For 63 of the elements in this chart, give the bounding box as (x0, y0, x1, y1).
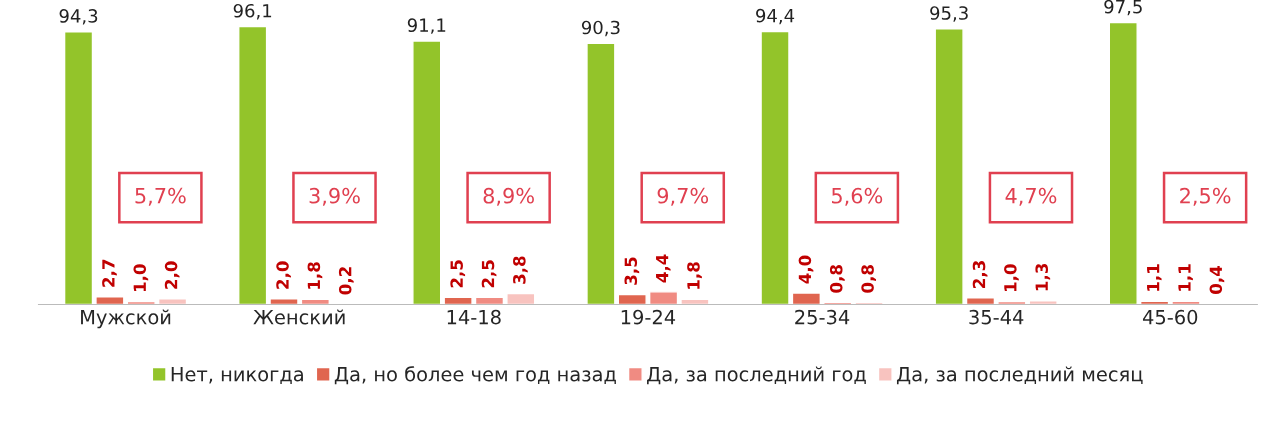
annotation: 2,5% (1180, 187, 1231, 206)
data-label: 0,8 (829, 265, 845, 293)
bar (269, 298, 299, 305)
x-tick-label: 19-24 (621, 309, 676, 325)
data-label: 1,0 (1004, 264, 1019, 292)
x-tick-label: 25-34 (795, 309, 850, 325)
data-label: 96,1 (233, 3, 272, 20)
data-label: 91,1 (407, 18, 446, 34)
bar (648, 291, 679, 305)
bar (443, 296, 473, 305)
annotation: 5,6% (832, 187, 883, 206)
legend-label: Да, за последний месяц (896, 366, 1143, 385)
data-label: 2,5 (450, 260, 466, 288)
data-label: 4,0 (798, 255, 814, 284)
bar (965, 297, 996, 305)
data-label: 1,1 (1147, 264, 1162, 291)
data-label: 2,5 (481, 260, 497, 288)
data-label: 2,3 (972, 261, 988, 288)
data-label: 1,0 (133, 264, 149, 292)
bar (412, 40, 442, 305)
data-label: 4,4 (656, 254, 671, 283)
data-label: 2,0 (164, 261, 180, 289)
data-label: 1,3 (1035, 263, 1051, 291)
data-label: 1,8 (307, 262, 323, 289)
data-label: 3,5 (624, 257, 640, 285)
bar (506, 292, 536, 305)
bar (586, 42, 616, 305)
annotation: 5,7% (135, 187, 186, 206)
data-label: 3,8 (513, 256, 528, 284)
annotation: 9,7% (657, 187, 709, 206)
bar (95, 296, 125, 305)
x-tick-label: Женский (253, 309, 345, 325)
data-label: 94,3 (59, 9, 98, 25)
data-label: 0,4 (1209, 265, 1225, 294)
bar (934, 28, 964, 305)
x-tick-label: 14-18 (447, 309, 501, 325)
annotation: 8,9% (483, 187, 534, 206)
data-label: 94,4 (756, 8, 795, 25)
bar (238, 25, 268, 305)
legend-label: Да, за последний год (647, 366, 866, 385)
bar (791, 292, 821, 305)
data-label: 1,8 (687, 262, 702, 289)
data-label: 95,3 (930, 6, 968, 22)
bar (617, 293, 647, 305)
annotation: 3,9% (309, 187, 360, 206)
data-label: 0,8 (861, 265, 877, 293)
data-label: 2,0 (276, 261, 291, 289)
x-tick-label: Мужской (81, 309, 171, 329)
x-tick-label: 35-44 (969, 309, 1024, 325)
annotation: 4,7% (1005, 187, 1057, 206)
bar (1108, 21, 1138, 305)
data-label: 0,2 (338, 267, 354, 295)
legend-label: Нет, никогда (171, 367, 303, 384)
bar (760, 30, 790, 305)
legend-label: Да, но более чем год назад (334, 366, 616, 385)
data-label: 90,3 (581, 20, 620, 37)
bar (157, 298, 188, 305)
data-label: 2,7 (102, 259, 117, 287)
data-label: 97,5 (1104, 0, 1142, 16)
bar (1028, 300, 1058, 305)
data-label: 1,1 (1178, 264, 1193, 291)
bar (63, 31, 94, 305)
x-tick-label: 45-60 (1142, 309, 1198, 325)
